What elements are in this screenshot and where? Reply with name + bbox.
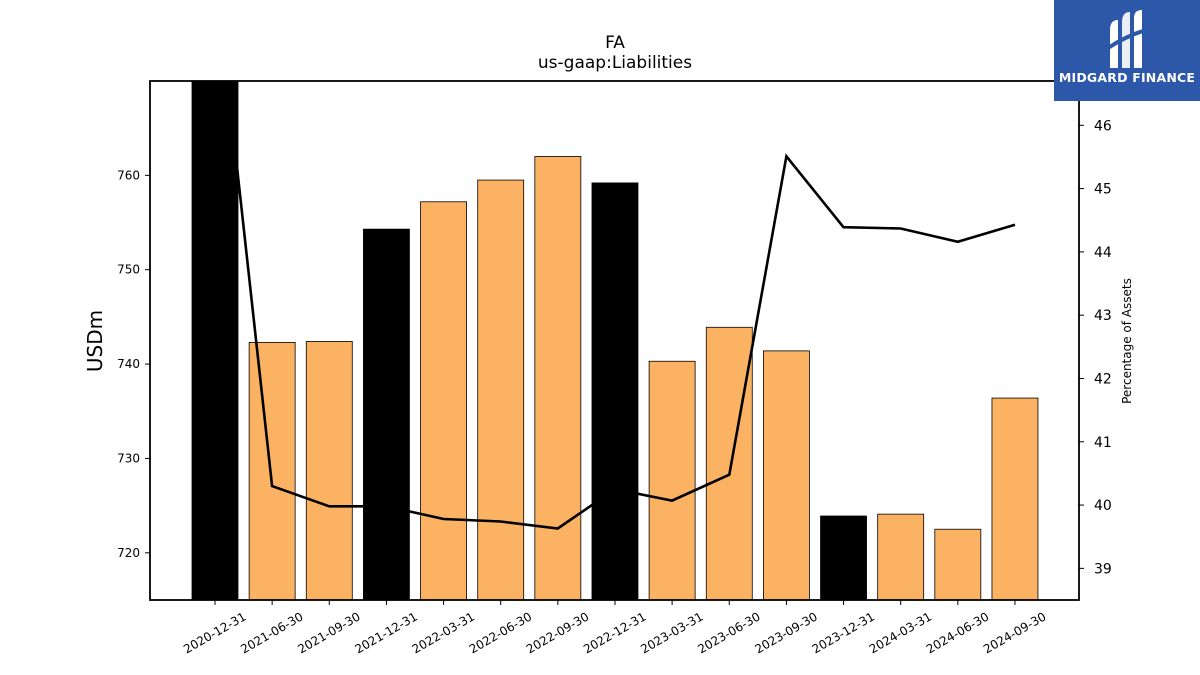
x-tick-label: 2023-12-31 — [810, 609, 877, 656]
y-tick-label: 730 — [117, 451, 140, 465]
x-tick-label: 2022-12-31 — [581, 609, 648, 656]
y-tick-label: 760 — [117, 168, 140, 182]
y2-axis-label: Percentage of Assets — [1120, 278, 1134, 404]
logo: MIDGARD FINANCE — [1054, 0, 1200, 101]
line-group — [226, 81, 1016, 530]
bar-2023-06-30 — [705, 326, 753, 601]
bar-2021-09-30 — [305, 341, 353, 601]
x-axis: 2020-12-312021-06-302021-09-302021-12-31… — [181, 600, 1048, 656]
x-tick-label: 2022-06-30 — [467, 609, 534, 656]
x-tick-label: 2021-06-30 — [238, 609, 305, 656]
x-tick-label: 2022-09-30 — [524, 609, 591, 656]
x-tick-label: 2020-12-31 — [181, 609, 248, 656]
y-axis-right: 39 40 41 42 43 44 45 46 — [1079, 118, 1112, 577]
bar-2024-06-30 — [934, 528, 982, 601]
bar-2022-03-31 — [420, 201, 467, 601]
bar-2024-09-30 — [991, 397, 1039, 601]
x-tick-label: 2022-03-31 — [410, 609, 477, 656]
y2-tick-label: 44 — [1094, 245, 1112, 261]
x-tick-label: 2023-03-31 — [638, 609, 705, 656]
y2-tick-label: 43 — [1094, 308, 1112, 324]
y-tick-label: 740 — [117, 357, 140, 371]
bar-2024-03-31 — [877, 513, 925, 601]
y2-tick-label: 46 — [1094, 118, 1112, 134]
bar-2023-12-31 — [820, 515, 867, 601]
y2-tick-label: 45 — [1094, 182, 1112, 198]
y2-tick-label: 40 — [1094, 498, 1112, 514]
x-tick-label: 2024-09-30 — [981, 609, 1048, 656]
y-axis-label: USDm — [83, 310, 107, 372]
bar-2021-12-31 — [363, 228, 410, 601]
x-tick-label: 2024-03-31 — [867, 609, 934, 656]
bar-2023-09-30 — [763, 350, 810, 601]
chart-title: FA — [605, 33, 625, 53]
y2-tick-label: 39 — [1094, 561, 1112, 577]
y-tick-label: 750 — [117, 263, 140, 277]
x-tick-label: 2021-12-31 — [353, 609, 420, 656]
y2-tick-label: 41 — [1094, 435, 1112, 451]
x-tick-label: 2024-06-30 — [924, 609, 991, 656]
logo-icon — [1106, 10, 1147, 68]
logo-text: MIDGARD FINANCE — [1058, 70, 1196, 85]
y-axis-left: 720 730 740 750 760 — [117, 168, 150, 560]
bar-2022-12-31 — [591, 182, 639, 601]
chart-subtitle: us-gaap:Liabilities — [538, 53, 692, 73]
bar-2023-03-31 — [648, 360, 696, 601]
bar-2021-06-30 — [248, 341, 296, 601]
x-tick-label: 2023-09-30 — [752, 609, 819, 656]
bar-2022-09-30 — [534, 156, 582, 601]
x-tick-label: 2021-09-30 — [295, 609, 362, 656]
bar-2022-06-30 — [477, 179, 525, 601]
bar-group — [191, 80, 1039, 601]
line-series — [226, 81, 1016, 530]
x-tick-label: 2023-06-30 — [695, 609, 762, 656]
y2-tick-label: 42 — [1094, 371, 1112, 387]
y-tick-label: 720 — [117, 546, 140, 560]
bar-2020-12-31 — [191, 80, 239, 601]
